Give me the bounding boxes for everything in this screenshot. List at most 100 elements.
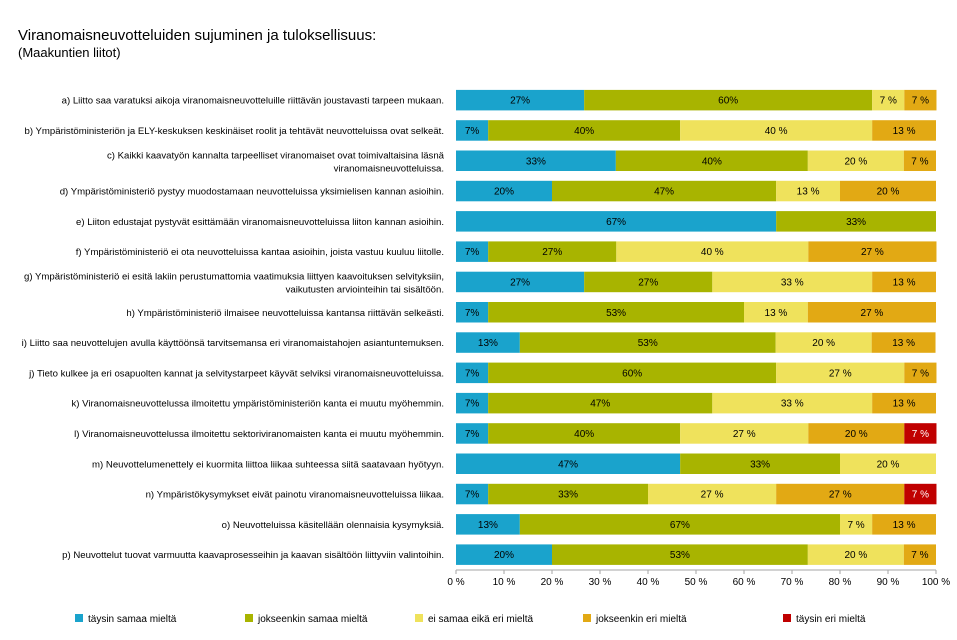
- bar-segment: [456, 120, 489, 141]
- bar-segment: [776, 211, 936, 232]
- data-label: 40 %: [765, 126, 788, 137]
- data-label: 27 %: [733, 429, 756, 440]
- data-label: 20 %: [845, 429, 868, 440]
- bar-segment: [776, 180, 840, 202]
- legend-swatch: [583, 614, 591, 622]
- bar-segment: [776, 362, 905, 384]
- bar-segment: [680, 423, 809, 444]
- data-label: 7 %: [912, 429, 929, 440]
- category-label: k) Viranomaisneuvottelussa ilmoitettu ym…: [71, 399, 444, 410]
- bar-group: 27% 60% 7 % 7 % 7% 40% 40 % 13 % 33% 40% 20 % 7 % 20…: [456, 89, 937, 565]
- data-label: 13 %: [893, 520, 916, 531]
- data-label: 33 %: [781, 399, 804, 410]
- x-axis: 0 % 10 % 20 % 30 % 40 % 50 % 60 % 70 % 80 % 90 % 1…: [447, 569, 950, 588]
- bar-segment: [872, 392, 936, 414]
- data-label: 7 %: [912, 96, 929, 107]
- data-label: 47%: [558, 459, 578, 470]
- x-tick-label: 20 %: [541, 577, 564, 588]
- bar-segment: [903, 150, 936, 171]
- bar-segment: [519, 514, 840, 535]
- bar-segment: [807, 302, 936, 323]
- bar-segment: [456, 332, 520, 353]
- bar-segment: [456, 180, 552, 202]
- data-label: 53%: [670, 550, 690, 561]
- bar-segment: [744, 302, 808, 323]
- bar-segment: [488, 392, 713, 414]
- x-tick-label: 40 %: [637, 577, 660, 588]
- data-label: 7 %: [911, 156, 928, 167]
- legend-swatch: [75, 614, 83, 622]
- category-label: n) Ympäristökysymykset eivät painotu vir…: [146, 490, 444, 501]
- legend-label: ei samaa eikä eri mieltä: [428, 614, 533, 625]
- data-label: 33 %: [781, 277, 804, 288]
- bar-segment: [871, 332, 936, 353]
- x-tick-label: 50 %: [685, 577, 708, 588]
- x-tick-label: 80 %: [829, 577, 852, 588]
- chart-subtitle: (Maakuntien liitot): [18, 45, 121, 60]
- data-label: 53%: [606, 308, 626, 319]
- bar-segment: [488, 483, 648, 505]
- data-label: 67%: [606, 217, 626, 228]
- data-label: 27%: [510, 277, 530, 288]
- category-label: b) Ympäristöministeriön ja ELY-keskuksen…: [25, 126, 445, 137]
- category-label: viranomaisneuvotteluissa.: [334, 163, 444, 174]
- bar-segment: [807, 544, 904, 565]
- data-label: 27 %: [861, 247, 884, 258]
- data-label: 7 %: [912, 368, 929, 379]
- data-label: 13 %: [893, 126, 916, 137]
- x-tick-label: 90 %: [877, 577, 900, 588]
- bar-segment: [519, 332, 776, 353]
- category-label: e) Liiton edustajat pystyvät esittämään …: [76, 217, 444, 228]
- bar-segment: [616, 241, 809, 262]
- data-label: 33%: [750, 459, 770, 470]
- data-label: 27%: [542, 247, 562, 258]
- data-label: 47%: [654, 187, 674, 198]
- category-label: g) Ympäristöministeriö ei esitä lakiin p…: [24, 271, 444, 282]
- legend-label: jokseenkin samaa mieltä: [257, 614, 368, 625]
- bar-segment: [456, 362, 489, 384]
- bar-segment: [456, 271, 585, 293]
- legend-swatch: [245, 614, 253, 622]
- bar-segment: [456, 211, 777, 232]
- data-label: 20%: [494, 187, 514, 198]
- data-label: 13 %: [893, 399, 916, 410]
- bar-segment: [872, 120, 936, 141]
- bar-segment: [840, 453, 936, 474]
- bar-segment: [776, 483, 905, 505]
- data-label: 7%: [465, 126, 480, 137]
- bar-segment: [584, 271, 713, 293]
- data-label: 7%: [465, 429, 480, 440]
- bar-segment: [680, 453, 840, 474]
- legend-swatch: [783, 614, 791, 622]
- x-tick-label: 100 %: [922, 577, 950, 588]
- legend-label: täysin samaa mieltä: [88, 614, 177, 625]
- legend-label: täysin eri mieltä: [796, 614, 866, 625]
- category-label: l) Viranomaisneuvottelussa ilmoitettu se…: [74, 429, 444, 440]
- data-label: 20 %: [844, 550, 867, 561]
- data-label: 27 %: [829, 490, 852, 501]
- data-label: 40%: [574, 429, 594, 440]
- bar-segment: [488, 302, 744, 323]
- category-label: c) Kaikki kaavatyön kannalta tarpeellise…: [107, 150, 445, 161]
- data-label: 7%: [465, 247, 480, 258]
- category-label: j) Tieto kulkee ja eri osapuolten kannat…: [28, 368, 444, 379]
- bar-segment: [456, 453, 681, 474]
- data-label: 27%: [638, 277, 658, 288]
- legend: täysin samaa mieltä jokseenkin samaa miel…: [75, 614, 866, 625]
- data-label: 7%: [465, 399, 480, 410]
- data-label: 27 %: [701, 490, 724, 501]
- data-label: 20 %: [844, 156, 867, 167]
- data-label: 60%: [622, 368, 642, 379]
- data-label: 20 %: [812, 338, 835, 349]
- legend-swatch: [415, 614, 423, 622]
- data-label: 27%: [510, 96, 530, 107]
- bar-segment: [456, 392, 489, 414]
- bar-segment: [872, 271, 936, 293]
- data-label: 40%: [574, 126, 594, 137]
- data-label: 53%: [638, 338, 658, 349]
- x-tick-label: 30 %: [589, 577, 612, 588]
- bar-segment: [807, 150, 904, 171]
- data-label: 33%: [526, 156, 546, 167]
- bar-segment: [712, 392, 873, 414]
